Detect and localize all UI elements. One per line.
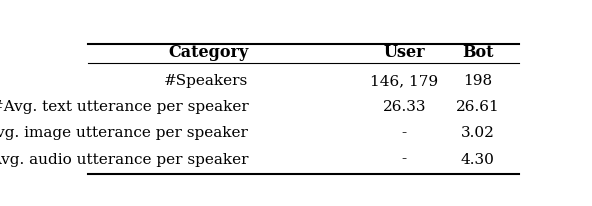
Text: #Speakers: #Speakers: [164, 74, 249, 88]
Text: User: User: [384, 44, 425, 61]
Text: 26.33: 26.33: [382, 100, 426, 114]
Text: Category: Category: [168, 44, 249, 61]
Text: 146, 179: 146, 179: [370, 74, 439, 88]
Text: -: -: [402, 153, 407, 166]
Text: 3.02: 3.02: [461, 126, 495, 140]
Text: -: -: [402, 126, 407, 140]
Text: 26.61: 26.61: [456, 100, 500, 114]
Text: #Avg. text utterance per speaker: #Avg. text utterance per speaker: [0, 100, 249, 114]
Text: #Avg. image utterance per speaker: #Avg. image utterance per speaker: [0, 126, 249, 140]
Text: 4.30: 4.30: [461, 153, 495, 166]
Text: Bot: Bot: [462, 44, 494, 61]
Text: 198: 198: [463, 74, 493, 88]
Text: #Avg. audio utterance per speaker: #Avg. audio utterance per speaker: [0, 153, 249, 166]
